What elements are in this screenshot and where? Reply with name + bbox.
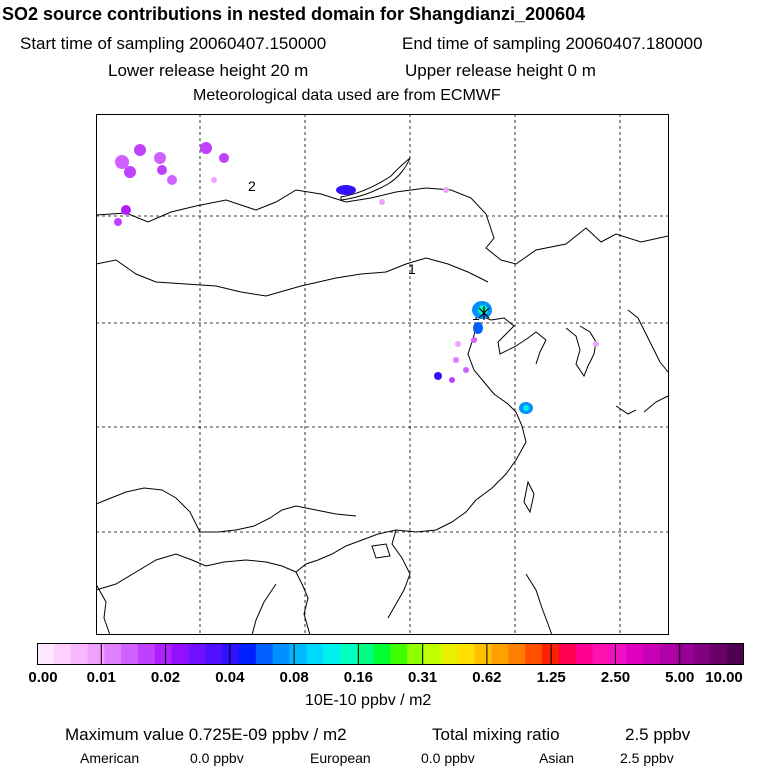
colorbar-swatch [205, 643, 223, 665]
colorbar-swatch [457, 643, 476, 665]
met-data-note: Meteorological data used are from ECMWF [193, 87, 501, 104]
upper-release-height: Upper release height 0 m [405, 61, 596, 80]
colorbar-swatch [474, 643, 492, 665]
colorbar-swatch [239, 643, 257, 665]
colorbar-tick-label: 0.02 [150, 669, 181, 686]
colorbar-swatch [693, 643, 711, 665]
colorbar-tick-label: 10.00 [705, 669, 743, 686]
colorbar-swatch [727, 643, 744, 665]
colorbar-swatch [323, 643, 341, 665]
colorbar-tick-label: 0.01 [86, 669, 116, 686]
colorbar-swatch [272, 643, 290, 665]
colorbar-swatch [255, 643, 274, 665]
colorbar-swatch [525, 643, 543, 665]
colorbar-swatch [575, 643, 593, 665]
colorbar-swatch [643, 643, 661, 665]
lower-release-height: Lower release height 20 m [108, 61, 309, 80]
colorbar-swatch [491, 643, 509, 665]
total-mixing-label: Total mixing ratio [432, 725, 560, 744]
grid-lines [96, 114, 669, 635]
colorbar-swatch [373, 643, 391, 665]
colorbar-tick-label: 2.50 [600, 669, 631, 686]
source-european-label: European [310, 750, 371, 766]
colorbar-swatch [659, 643, 678, 665]
so2-concentration-patches [114, 142, 599, 414]
colorbar-swatch [508, 643, 526, 665]
colorbar [37, 643, 744, 665]
source-asian-value: 2.5 ppbv [620, 750, 674, 766]
colorbar-swatch [222, 643, 240, 665]
colorbar-swatch [710, 643, 728, 665]
colorbar-tick-label: 0.16 [343, 669, 373, 686]
max-value: Maximum value 0.725E-09 ppbv / m2 [65, 725, 347, 744]
source-american-label: American [80, 750, 140, 766]
colorbar-swatch [558, 643, 577, 665]
colorbar-swatch [171, 643, 189, 665]
colorbar-swatch [154, 643, 173, 665]
colorbar-swatch [138, 643, 156, 665]
colorbar-tick-label: 0.62 [472, 669, 502, 686]
end-time: End time of sampling 20060407.180000 [402, 34, 703, 53]
colorbar-swatch [121, 643, 139, 665]
colorbar-swatch [542, 643, 560, 665]
colorbar-tick-label: 0.31 [408, 669, 438, 686]
colorbar-swatch [356, 643, 375, 665]
source-american-value: 0.0 ppbv [190, 750, 244, 766]
colorbar-swatch [626, 643, 644, 665]
colorbar-swatch [70, 643, 88, 665]
colorbar-swatch [53, 643, 72, 665]
total-mixing-value: 2.5 ppbv [625, 725, 691, 744]
colorbar-frame [37, 643, 744, 665]
colorbar-swatch [609, 643, 627, 665]
map-panel: 2 1 1 [96, 114, 669, 635]
colorbar-swatch [306, 643, 324, 665]
colorbar-tick-label: 0.04 [215, 669, 245, 686]
colorbar-swatch [390, 643, 408, 665]
colorbar-tick-label: 1.25 [536, 669, 566, 686]
start-time: Start time of sampling 20060407.150000 [20, 34, 327, 53]
colorbar-swatch [340, 643, 358, 665]
colorbar-swatch [592, 643, 610, 665]
coastlines-borders [96, 157, 669, 635]
colorbar-swatch [87, 643, 105, 665]
receptor-marker [478, 306, 490, 320]
colorbar-swatch [676, 643, 694, 665]
colorbar-swatch [37, 643, 55, 665]
colorbar-swatch [407, 643, 425, 665]
colorbar-swatch [188, 643, 206, 665]
colorbar-swatch [441, 643, 459, 665]
colorbar-unit: 10E-10 ppbv / m2 [305, 692, 432, 709]
colorbar-swatch [289, 643, 307, 665]
source-european-value: 0.0 ppbv [421, 750, 475, 766]
source-asian-label: Asian [539, 750, 575, 766]
map-title: SO2 source contributions in nested domai… [2, 4, 586, 24]
colorbar-tick-label: 5.00 [665, 669, 695, 686]
region-label-2: 2 [248, 178, 256, 194]
colorbar-tick-label: 0.00 [28, 669, 58, 686]
colorbar-swatch [104, 643, 122, 665]
region-label-1a: 1 [408, 261, 416, 277]
colorbar-swatch [424, 643, 442, 665]
colorbar-tick-label: 0.08 [279, 669, 309, 686]
